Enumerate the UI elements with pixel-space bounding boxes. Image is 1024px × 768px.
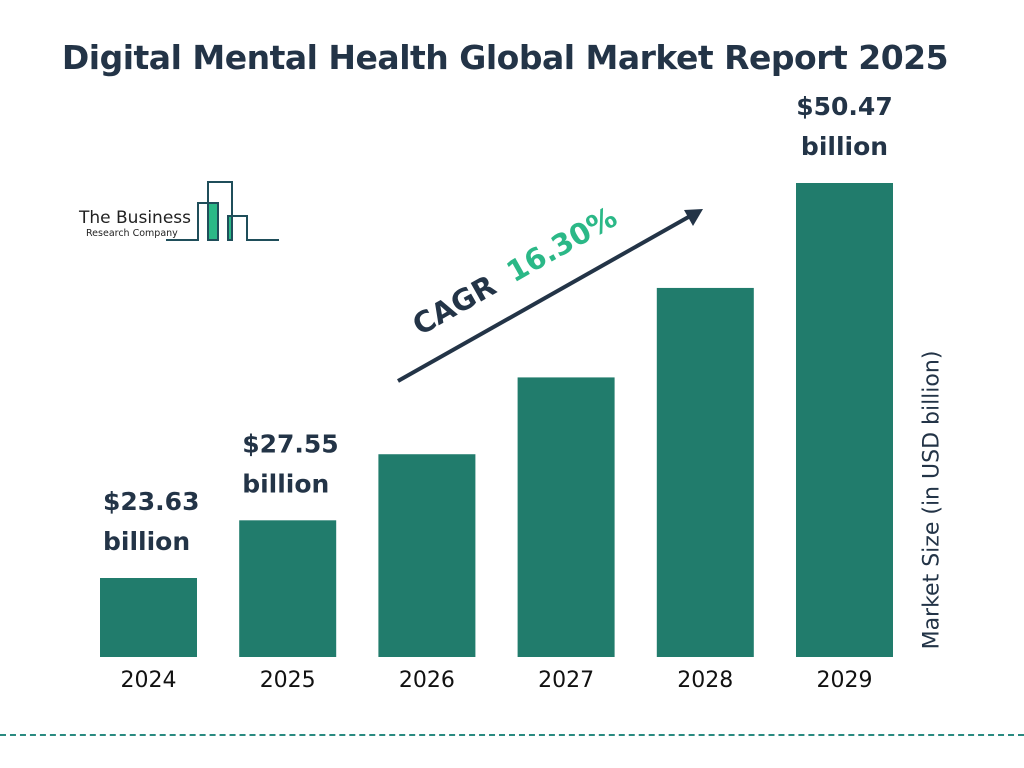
- x-tick-label: 2029: [817, 668, 873, 693]
- data-label: billion: [103, 527, 190, 556]
- logo: The Business Research Company: [78, 181, 279, 241]
- bar-2027: [517, 377, 615, 657]
- data-label: billion: [242, 469, 329, 498]
- logo-buildings-icon: [166, 181, 279, 241]
- bar-2026: [378, 454, 476, 657]
- logo-line1: The Business: [78, 208, 191, 228]
- x-tick-label: 2024: [121, 668, 177, 693]
- logo-line2: Research Company: [86, 228, 178, 239]
- logo-bar-icon: [209, 204, 218, 240]
- footer-divider: [0, 734, 1024, 736]
- data-label: $23.63: [103, 487, 199, 516]
- y-axis-label: Market Size (in USD billion): [919, 350, 945, 650]
- bar-2024: [100, 578, 197, 657]
- chart-title: Digital Mental Health Global Market Repo…: [61, 38, 949, 77]
- x-tick-label: 2028: [677, 668, 733, 693]
- arrow-head-icon: [684, 209, 703, 226]
- x-tick-label: 2027: [538, 668, 594, 693]
- bar-2029: [796, 183, 893, 657]
- x-tick-label: 2025: [260, 668, 316, 693]
- bar-2028: [656, 287, 754, 657]
- x-tick-label: 2026: [399, 668, 455, 693]
- data-label: $27.55: [242, 429, 338, 458]
- data-label: billion: [801, 132, 888, 161]
- bar-2025: [239, 520, 337, 657]
- data-label: $50.47: [796, 92, 892, 121]
- cagr-value: 16.30%: [501, 200, 623, 289]
- logo-bar-icon: [228, 216, 233, 240]
- trend-arrow: [397, 213, 693, 383]
